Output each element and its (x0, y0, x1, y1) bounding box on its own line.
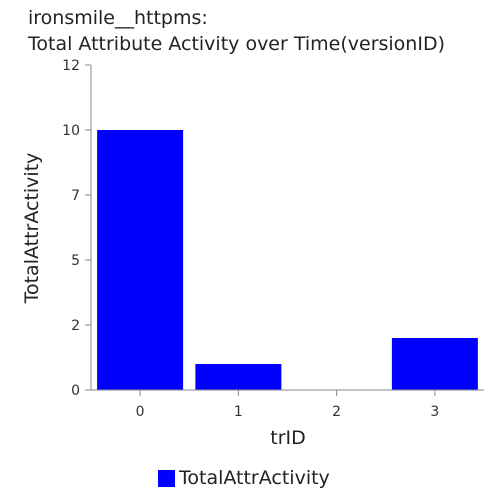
y-tick-label: 2 (71, 318, 80, 334)
x-axis-label: trID (270, 427, 306, 449)
y-tick-label: 0 (71, 383, 80, 399)
chart-title-line-2: Total Attribute Activity over Time(versi… (28, 33, 445, 55)
x-tick-label: 2 (332, 404, 341, 420)
legend-label: TotalAttrActivity (179, 467, 330, 489)
legend-swatch (158, 469, 175, 487)
x-tick-label: 1 (234, 404, 243, 420)
y-tick-label: 5 (71, 253, 80, 269)
y-tick-label: 7 (71, 188, 80, 204)
bar-0 (97, 130, 184, 390)
y-axis-label: TotalAttrActivity (21, 153, 43, 305)
chart-title-line-1: ironsmile__httpms: (28, 7, 208, 29)
bar-1 (195, 364, 282, 390)
legend: TotalAttrActivity (158, 465, 330, 491)
bar-3 (391, 338, 478, 390)
y-tick-label: 10 (62, 123, 80, 139)
chart-title: ironsmile__httpms: Total Attribute Activ… (28, 5, 445, 57)
x-tick-label: 3 (430, 404, 439, 420)
bars-layer (97, 130, 478, 390)
x-tick-label: 0 (136, 404, 145, 420)
y-tick-label: 12 (62, 58, 80, 74)
